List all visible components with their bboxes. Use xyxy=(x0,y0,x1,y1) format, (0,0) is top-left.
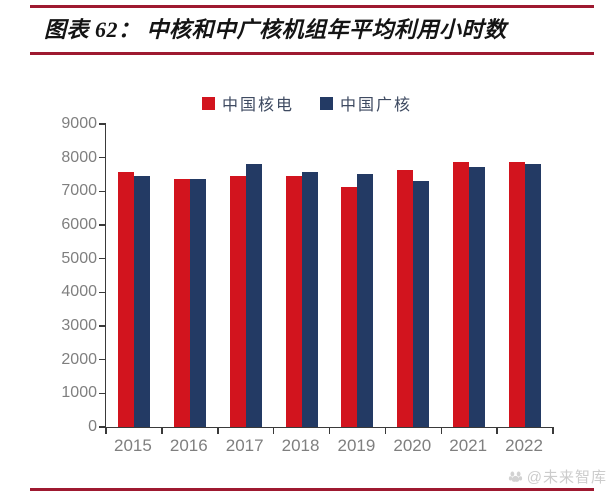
x-tick-label-2019: 2019 xyxy=(337,436,376,455)
bar-中国广核-2015 xyxy=(133,176,150,427)
x-axis-tick xyxy=(217,427,219,434)
bar-group-2016 xyxy=(162,124,218,427)
y-axis-tick xyxy=(99,224,106,226)
bar-group-2019 xyxy=(330,124,386,427)
y-tick-label: 5000 xyxy=(61,249,97,267)
y-axis-tick xyxy=(99,291,106,294)
bar-中国核电-2018 xyxy=(285,176,302,427)
bar-中国核电-2016 xyxy=(173,179,190,427)
x-axis-tick xyxy=(328,427,331,434)
x-tick-label-2022: 2022 xyxy=(505,436,543,455)
baijiahao-logo-icon xyxy=(508,471,522,482)
y-axis-tick xyxy=(99,392,106,395)
x-tick-label-2015: 2015 xyxy=(114,436,152,455)
bars-container xyxy=(106,124,553,427)
x-axis-tick xyxy=(384,427,387,434)
x-axis-labels: 2015 2016 2017 2018 2019 2020 2021 2022 xyxy=(105,436,552,456)
bar-group-2021 xyxy=(441,124,497,427)
bar-group-2022 xyxy=(497,124,553,427)
bar-中国广核-2021 xyxy=(469,167,486,427)
bottom-rule xyxy=(30,488,594,491)
y-tick-label: 9000 xyxy=(61,115,97,132)
bar-group-2017 xyxy=(218,124,274,427)
x-axis-tick xyxy=(440,427,442,434)
y-axis-tick xyxy=(99,358,106,361)
bar-中国核电-2015 xyxy=(117,171,134,427)
x-axis-tick xyxy=(105,427,107,434)
x-tick-label-2021: 2021 xyxy=(449,436,488,455)
title-bottom-rule xyxy=(30,52,594,55)
bar-中国广核-2020 xyxy=(413,181,430,427)
x-tick-label-2016: 2016 xyxy=(169,436,208,455)
y-tick-label: 6000 xyxy=(61,216,97,233)
bar-中国广核-2017 xyxy=(245,164,262,427)
x-tick-label-2018: 2018 xyxy=(281,436,320,455)
y-axis-tick xyxy=(99,257,106,260)
y-axis-labels: 0 1000 2000 3000 4000 5000 6000 7000 8000 9000 xyxy=(0,115,97,435)
x-tick-label-2017: 2017 xyxy=(225,436,264,455)
y-tick-label: 4000 xyxy=(61,283,97,301)
y-axis-tick xyxy=(99,123,106,125)
y-tick-label: 3000 xyxy=(61,317,97,334)
x-axis-tick xyxy=(496,427,498,434)
legend-label-china-nuclear-power: 中国核电 xyxy=(221,97,294,114)
y-axis-tick xyxy=(99,325,106,327)
y-axis-tick xyxy=(99,426,106,428)
plot-area xyxy=(99,123,554,434)
y-tick-label: 7000 xyxy=(61,182,97,200)
bar-中国广核-2022 xyxy=(525,164,542,427)
y-tick-label: 0 xyxy=(88,418,97,435)
top-rule xyxy=(30,5,594,8)
x-tick-label-2020: 2020 xyxy=(393,436,432,455)
y-axis-tick xyxy=(99,156,106,159)
legend-swatch-navy xyxy=(320,96,333,110)
bar-group-2018 xyxy=(274,124,330,427)
bar-中国核电-2017 xyxy=(229,176,246,427)
figure-title: 图表 62： 中核和中广核机组年平均利用小时数 xyxy=(44,17,507,42)
bar-group-2015 xyxy=(106,124,162,427)
bar-中国广核-2018 xyxy=(301,172,318,427)
bar-中国核电-2021 xyxy=(453,162,470,427)
y-tick-label: 1000 xyxy=(61,384,97,402)
bar-group-2020 xyxy=(385,124,441,427)
y-tick-label: 8000 xyxy=(61,148,97,166)
legend-swatch-red xyxy=(201,96,215,110)
bar-中国核电-2022 xyxy=(509,161,526,427)
watermark: @未来智库 xyxy=(508,466,607,487)
x-axis-tick xyxy=(552,427,554,434)
y-axis-tick xyxy=(99,190,106,193)
chart-legend: 中国核电 中国广核 xyxy=(0,91,614,115)
x-axis-tick xyxy=(161,427,163,434)
bar-中国广核-2016 xyxy=(189,178,206,427)
x-axis-tick xyxy=(272,427,275,434)
bar-中国广核-2019 xyxy=(357,174,374,427)
legend-item-china-nuclear-power: 中国核电 xyxy=(201,91,294,115)
legend-item-cgn: 中国广核 xyxy=(320,91,412,115)
legend-label-cgn: 中国广核 xyxy=(340,97,413,114)
bar-中国核电-2019 xyxy=(341,186,358,427)
y-tick-label: 2000 xyxy=(61,350,97,368)
watermark-text: @未来智库 xyxy=(526,469,607,486)
bar-中国核电-2020 xyxy=(397,170,414,427)
